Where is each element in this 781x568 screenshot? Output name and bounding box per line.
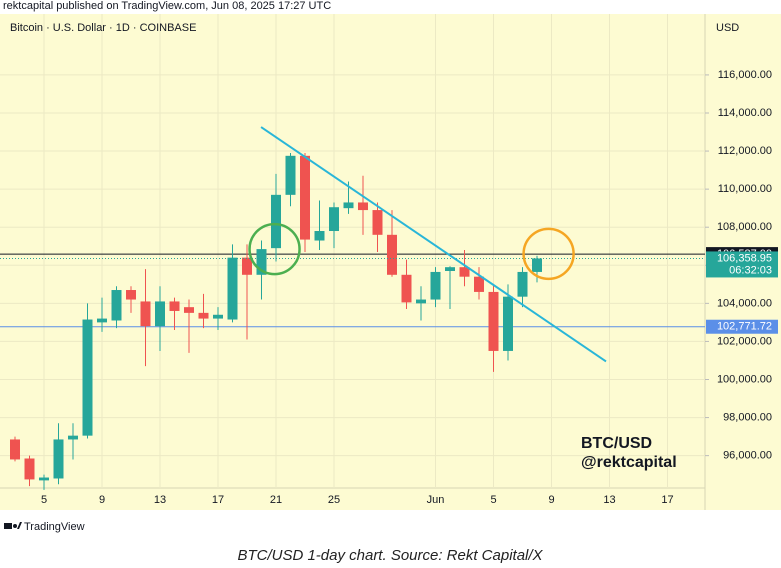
last-price-label: 106,358.95 bbox=[717, 252, 772, 264]
candle-body bbox=[68, 435, 78, 440]
logo-mark bbox=[17, 522, 22, 529]
candle-body bbox=[213, 314, 223, 319]
candle-body bbox=[242, 257, 252, 275]
trendline bbox=[260, 126, 607, 363]
candle-body bbox=[358, 202, 368, 211]
x-tick-label: 5 bbox=[490, 494, 496, 506]
x-tick-label: Jun bbox=[427, 494, 445, 506]
countdown-label: 06:32:03 bbox=[729, 264, 772, 276]
candle-body bbox=[169, 301, 180, 311]
candle-body bbox=[372, 210, 383, 235]
candle-body bbox=[314, 231, 325, 241]
candle-body bbox=[24, 458, 35, 480]
x-tick-label: 17 bbox=[661, 494, 673, 506]
candle-body bbox=[329, 207, 339, 232]
x-tick-label: 5 bbox=[41, 494, 47, 506]
candle-body bbox=[474, 276, 484, 292]
candle-body bbox=[53, 439, 64, 479]
candle-body bbox=[140, 301, 151, 327]
candle-body bbox=[184, 307, 194, 313]
candle-body bbox=[256, 249, 267, 275]
candle-body bbox=[343, 202, 354, 209]
candle-body bbox=[416, 299, 426, 304]
y-tick-label: 112,000.00 bbox=[718, 145, 772, 157]
candle-body bbox=[532, 258, 542, 272]
price-label-box bbox=[706, 319, 778, 334]
candle-body bbox=[401, 274, 412, 303]
y-tick-label: 110,000.00 bbox=[718, 183, 772, 195]
grid bbox=[0, 14, 709, 488]
caption: BTC/USD 1-day chart. Source: Rekt Capita… bbox=[237, 547, 543, 564]
candle-body bbox=[503, 296, 513, 351]
candle-body bbox=[10, 439, 20, 460]
x-tick-label: 13 bbox=[154, 494, 166, 506]
candle-body bbox=[488, 291, 499, 351]
candle-body bbox=[155, 301, 165, 327]
x-tick-label: 9 bbox=[99, 494, 105, 506]
candle-body bbox=[271, 194, 281, 249]
candle-body bbox=[430, 271, 441, 300]
logo-mark bbox=[4, 523, 12, 529]
candle-body bbox=[445, 267, 455, 271]
y-tick-label: 96,000.00 bbox=[723, 450, 772, 462]
candle-body bbox=[198, 312, 209, 319]
highlight-circle bbox=[248, 222, 301, 276]
y-tick-label: 114,000.00 bbox=[718, 107, 772, 119]
candle-body bbox=[285, 155, 296, 195]
candle-body bbox=[387, 234, 397, 275]
y-tick-label: 102,000.00 bbox=[717, 335, 772, 347]
candle-body bbox=[227, 257, 238, 320]
y-tick-label: 104,000.00 bbox=[717, 297, 772, 309]
logo-mark bbox=[13, 524, 17, 528]
highlight-circle bbox=[522, 227, 575, 281]
candle-body bbox=[459, 267, 470, 277]
y-tick-label: 108,000.00 bbox=[717, 221, 772, 233]
x-tick-label: 25 bbox=[328, 494, 340, 506]
candle-body bbox=[517, 271, 528, 297]
price-label: 102,771.72 bbox=[717, 321, 772, 333]
x-tick-label: 17 bbox=[212, 494, 224, 506]
candle-body bbox=[300, 155, 310, 240]
plot bbox=[0, 126, 705, 490]
y-tick-label: 98,000.00 bbox=[723, 411, 772, 423]
candle-body bbox=[126, 290, 136, 300]
y-tick-label: 100,000.00 bbox=[717, 373, 772, 385]
publish-header: rektcapital published on TradingView.com… bbox=[3, 0, 331, 12]
watermark: @rektcapital bbox=[581, 454, 677, 471]
candle-body bbox=[111, 290, 122, 321]
candle-body bbox=[82, 319, 93, 436]
candle-body bbox=[39, 477, 49, 481]
x-tick-label: 13 bbox=[603, 494, 615, 506]
last-price-box bbox=[706, 251, 778, 278]
candle-body bbox=[97, 318, 107, 323]
tradingview-logo: TradingView bbox=[4, 521, 85, 533]
currency-label: USD bbox=[716, 22, 739, 34]
x-tick-label: 21 bbox=[270, 494, 282, 506]
logo-text: TradingView bbox=[24, 521, 85, 533]
y-tick-label: 116,000.00 bbox=[718, 69, 772, 81]
watermark: BTC/USD bbox=[581, 435, 652, 452]
symbol-title: Bitcoin · U.S. Dollar · 1D · COINBASE bbox=[10, 22, 196, 34]
x-tick-label: 9 bbox=[548, 494, 554, 506]
